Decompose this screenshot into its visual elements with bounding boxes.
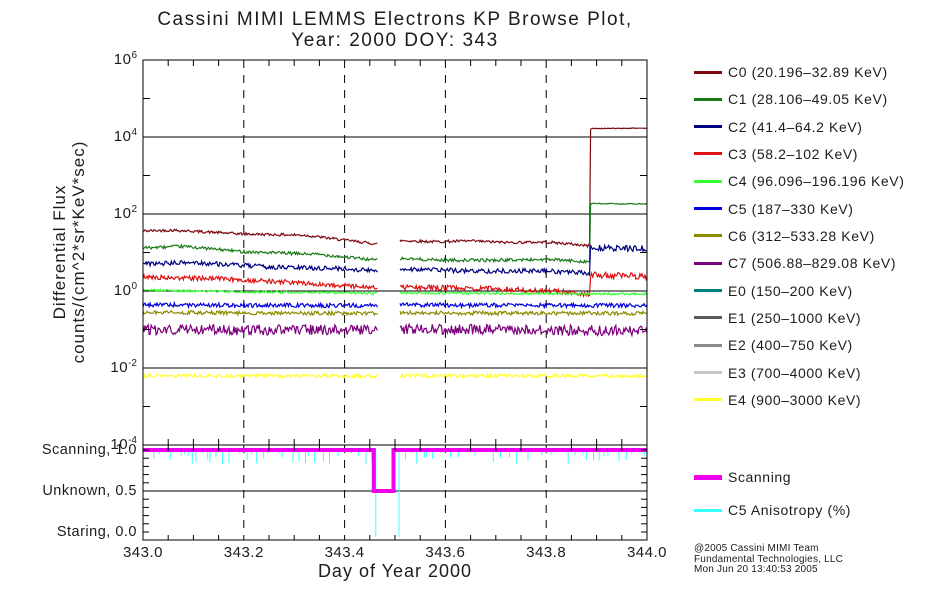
mode-axis-label: Unknown, 0.5: [42, 483, 137, 499]
legend-swatch-E1: [694, 316, 722, 320]
mode-axis-label: Scanning, 1.0: [41, 442, 137, 458]
series-C6: [399, 309, 648, 317]
series-C2: [142, 259, 378, 274]
legend-swatch-C0: [694, 70, 722, 74]
legend-swatch-C7: [694, 261, 722, 265]
legend-label-C3: C3 (58.2–102 KeV): [728, 145, 859, 162]
y-tick-label: 106: [113, 50, 137, 68]
x-tick-label: 343.8: [526, 544, 567, 561]
x-axis-title: Day of Year 2000: [317, 561, 473, 581]
y-tick-label: 102: [113, 204, 137, 222]
series-C0: [590, 127, 648, 130]
legend-label-E1: E1 (250–1000 KeV): [728, 309, 862, 326]
legend-label-scanning: Scanning: [728, 469, 792, 485]
flux-series: [142, 127, 648, 381]
series-C5: [142, 300, 378, 310]
legend-swatch-C6: [694, 234, 722, 238]
main-plot-box: [142, 59, 648, 446]
legend-swatch-E4: [694, 398, 722, 402]
series-C6: [142, 309, 378, 317]
y-axis-title-line-1: Differential Flux: [50, 184, 69, 320]
credit-line-3: Mon Jun 20 13:40:53 2005: [694, 564, 818, 575]
legend-swatch-E3: [694, 371, 722, 375]
series-C1: [142, 243, 378, 262]
series-C0: [399, 129, 592, 249]
scanning-line: [143, 448, 647, 493]
series-E4: [142, 372, 378, 381]
legend-label-C0: C0 (20.196–32.89 KeV): [728, 64, 888, 80]
y-axis-title: Differential Flux counts/(cm^2*sr*KeV*se…: [50, 141, 88, 364]
legend-label-C5: C5 (187–330 KeV): [728, 200, 854, 217]
credit-text: @2005 Cassini MIMI Team Fundamental Tech…: [694, 543, 844, 576]
series-C3: [399, 276, 592, 299]
series-C4: [399, 290, 648, 296]
series-C0: [142, 228, 378, 246]
series-C7: [399, 322, 648, 338]
series-C2: [590, 243, 648, 253]
credit-line-2: Fundamental Technologies, LLC: [694, 553, 844, 565]
series-E4: [399, 371, 648, 381]
mode-panel-series: [143, 448, 647, 537]
series-C3: [590, 270, 648, 282]
series-C2: [399, 245, 592, 278]
legend-label-E0: E0 (150–200 KeV): [728, 282, 853, 299]
y-tick-label: 104: [113, 127, 137, 145]
legend-swatch-C5: [694, 207, 722, 211]
legend-swatch-C4: [694, 179, 722, 183]
legend-label-anisotropy: C5 Anisotropy (%): [728, 502, 852, 518]
credit-line-1: @2005 Cassini MIMI Team: [694, 543, 819, 554]
legend-label-C6: C6 (312–533.28 KeV): [728, 227, 875, 244]
x-tick-label: 344.0: [626, 544, 668, 561]
plot-title-line-1: Cassini MIMI LEMMS Electrons KP Browse P…: [157, 9, 633, 30]
mode-axis-label: Staring, 0.0: [56, 524, 137, 540]
x-tick-label: 343.0: [122, 544, 164, 561]
legend-swatch-E2: [694, 343, 722, 347]
legend-swatch-C3: [694, 152, 722, 156]
y-tick-label: 100: [113, 281, 137, 299]
legend-label-C2: C2 (41.4–64.2 KeV): [728, 118, 863, 135]
y-axis-title-line-2: counts/(cm^2*sr*KeV*sec): [69, 140, 88, 364]
legend-label-C1: C1 (28.106–49.05 KeV): [728, 91, 888, 108]
series-C1: [590, 202, 648, 206]
legend-swatch-C1: [694, 97, 722, 101]
x-tick-label: 343.6: [425, 544, 466, 561]
legend-label-E3: E3 (700–4000 KeV): [728, 364, 862, 381]
legend-swatch-anisotropy: [694, 508, 722, 512]
y-tick-label: 10-4: [110, 435, 137, 453]
series-C4: [142, 288, 378, 296]
plot-title: Cassini MIMI LEMMS Electrons KP Browse P…: [113, 9, 677, 51]
legend-label-E4: E4 (900–3000 KeV): [728, 391, 862, 408]
y-tick-label: 10-2: [110, 358, 137, 376]
x-tick-label: 343.2: [223, 544, 264, 561]
plot-title-line-2: Year: 2000 DOY: 343: [291, 30, 499, 51]
legend-label-E2: E2 (400–750 KeV): [728, 337, 853, 354]
legend-swatch-E0: [694, 289, 722, 293]
legend-label-C7: C7 (506.88–829.08 KeV): [728, 255, 897, 272]
series-C7: [142, 322, 378, 337]
legend-swatch-scanning: [694, 474, 722, 480]
axes-frame: [142, 59, 648, 541]
legend-swatch-C2: [694, 125, 722, 129]
x-tick-label: 343.4: [324, 544, 365, 561]
series-C3: [142, 272, 378, 291]
legend-label-C4: C4 (96.096–196.196 KeV): [728, 173, 905, 190]
series-C5: [399, 301, 648, 310]
series-C1: [399, 203, 592, 265]
